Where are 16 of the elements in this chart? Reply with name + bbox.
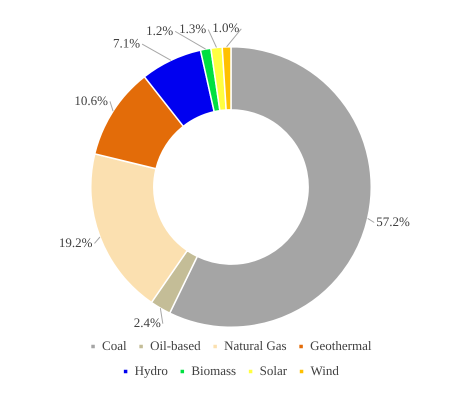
- data-label: 1.0%: [212, 20, 240, 36]
- data-label: 7.1%: [112, 35, 140, 50]
- legend-label: Coal: [102, 338, 127, 353]
- legend-label: Hydro: [134, 362, 168, 378]
- legend-label: Oil-based: [150, 338, 202, 353]
- data-label: 1.3%: [179, 21, 206, 36]
- data-label: 10.6%: [74, 92, 108, 108]
- data-label: 57.2%: [376, 214, 410, 229]
- legend-label: Biomass: [191, 362, 236, 378]
- data-label: 2.4%: [134, 315, 161, 330]
- legend-label: Wind: [310, 362, 340, 378]
- data-label: 19.2%: [58, 234, 93, 250]
- legend-label: Natural Gas: [224, 338, 287, 353]
- data-label: 1.2%: [146, 22, 174, 38]
- legend-label: Geothermal: [310, 338, 372, 353]
- legend-label: Solar: [260, 362, 288, 378]
